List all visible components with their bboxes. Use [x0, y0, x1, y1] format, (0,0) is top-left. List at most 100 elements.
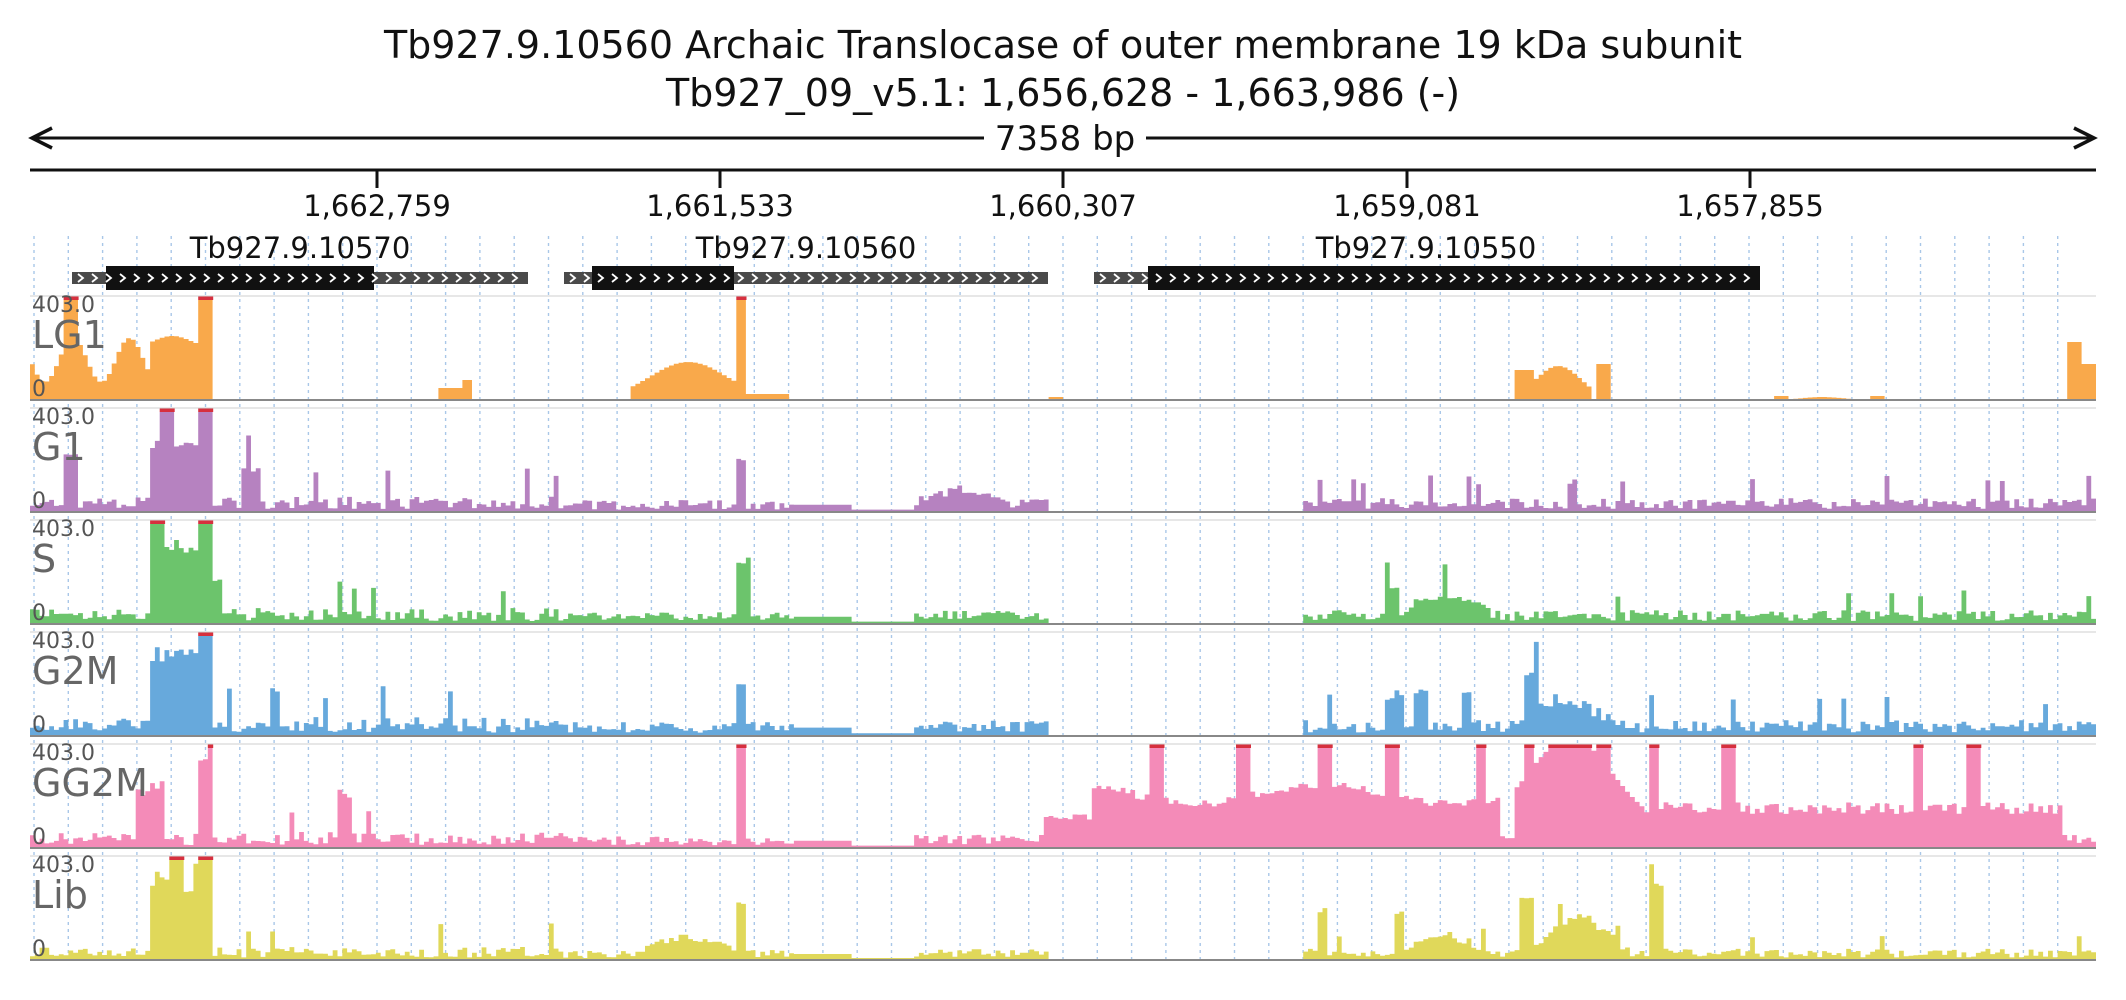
track-max-label: 403.0 [32, 853, 95, 878]
clip-marker [207, 296, 214, 300]
clip-marker [1601, 744, 1607, 748]
clip-marker [1721, 744, 1727, 748]
gene-title: Tb927.9.10560 Archaic Translocase of out… [383, 23, 1742, 67]
coverage-track-s: 403.0 0 S [30, 517, 2096, 626]
clip-marker [1581, 744, 1588, 748]
track-name: G1 [32, 425, 86, 469]
track-min-label: 0 [32, 489, 46, 514]
clip-marker [1605, 744, 1612, 748]
clip-marker [1159, 744, 1165, 748]
gene-label: Tb927.9.10560 [695, 231, 917, 265]
clip-marker [741, 744, 747, 748]
clip-marker [159, 520, 166, 524]
clip-marker [203, 408, 209, 412]
track-max-label: 403.0 [32, 293, 95, 318]
coverage-track-g1: 403.0 0 G1 [30, 405, 2096, 514]
gene-label: Tb927.9.10550 [1315, 231, 1537, 265]
ruler-tick-label: 1,662,759 [303, 189, 451, 223]
strand-chevron-icon [569, 273, 1039, 283]
clip-marker [63, 296, 69, 300]
gene-model: Tb927.9.10550 [1094, 231, 1760, 290]
clip-marker [1562, 744, 1569, 748]
clip-marker [198, 856, 204, 860]
clip-marker [203, 296, 209, 300]
clip-marker [1557, 744, 1564, 748]
clip-marker [169, 408, 175, 412]
clip-marker [1384, 744, 1391, 748]
clip-marker [1389, 744, 1396, 748]
track-max-label: 403.0 [32, 741, 95, 766]
clip-marker [203, 856, 209, 860]
clip-marker [1726, 744, 1732, 748]
clip-marker [1524, 744, 1530, 748]
clip-marker [203, 632, 209, 636]
clip-marker [198, 296, 204, 300]
clip-marker [1553, 744, 1559, 748]
clip-marker [164, 408, 170, 412]
clip-marker [1317, 744, 1323, 748]
clip-marker [1654, 744, 1660, 748]
clip-marker [1966, 744, 1972, 748]
track-name: LG1 [32, 313, 107, 357]
clip-marker [1577, 744, 1583, 748]
clip-marker [1567, 744, 1573, 748]
track-name: G2M [32, 649, 118, 693]
clip-marker [198, 520, 204, 524]
coverage-area [30, 748, 2096, 848]
gene-label: Tb927.9.10570 [189, 231, 411, 265]
clip-marker [159, 408, 166, 412]
clip-marker [207, 856, 214, 860]
arrow-left-icon [28, 126, 53, 150]
coverage-track-lg1: 403.0 0 LG1 [30, 293, 2096, 402]
clip-marker [1548, 744, 1554, 748]
track-max-label: 403.0 [32, 517, 95, 542]
track-min-label: 0 [32, 601, 46, 626]
coverage-track-gg2m: 403.0 0 GG2M [30, 741, 2096, 850]
gene-cds [592, 266, 734, 290]
strand-chevron-icon [1099, 273, 1751, 283]
coverage-area [30, 524, 2096, 624]
track-name: Lib [32, 873, 88, 917]
clip-marker [207, 520, 214, 524]
clip-marker [1529, 744, 1535, 748]
clip-marker [1649, 744, 1655, 748]
clip-marker [198, 632, 204, 636]
clip-marker [169, 856, 175, 860]
coverage-area [30, 636, 2096, 736]
clip-marker [1730, 744, 1737, 748]
track-name: S [32, 537, 56, 581]
clip-marker [1971, 744, 1977, 748]
locus-coordinates: Tb927_09_v5.1: 1,656,628 - 1,663,986 (-) [665, 71, 1460, 115]
coverage-area [30, 412, 2096, 512]
coordinate-ruler: 1,662,759 1,661,533 1,660,307 1,659,081 1,65… [30, 168, 2096, 223]
coverage-track-g2m: 403.0 0 G2M [30, 629, 2096, 738]
gene-cds [106, 266, 374, 290]
clip-marker [741, 296, 747, 300]
clip-marker [1322, 744, 1328, 748]
clip-marker [174, 856, 180, 860]
ruler-tick-label: 1,660,307 [989, 189, 1137, 223]
strand-chevron-icon [77, 273, 519, 283]
clip-marker [1975, 744, 1982, 748]
clip-marker [154, 520, 161, 524]
clip-marker [207, 632, 214, 636]
figure-header: Tb927.9.10560 Archaic Translocase of out… [383, 23, 1742, 115]
span-arrow: 7358 bp [28, 119, 2098, 159]
clip-marker [203, 520, 209, 524]
clip-marker [1596, 744, 1602, 748]
clip-marker [1918, 744, 1924, 748]
track-min-label: 0 [32, 377, 46, 402]
clip-marker [150, 520, 156, 524]
track-min-label: 0 [32, 937, 46, 962]
clip-marker [1476, 744, 1482, 748]
ruler-tick-label: 1,659,081 [1333, 189, 1481, 223]
track-min-label: 0 [32, 713, 46, 738]
clip-marker [68, 296, 74, 300]
clip-marker [207, 408, 214, 412]
clip-marker [736, 744, 742, 748]
clip-marker [1481, 744, 1487, 748]
clip-marker [1240, 744, 1247, 748]
clip-marker [207, 744, 214, 748]
ruler-tick-label: 1,661,533 [646, 189, 794, 223]
